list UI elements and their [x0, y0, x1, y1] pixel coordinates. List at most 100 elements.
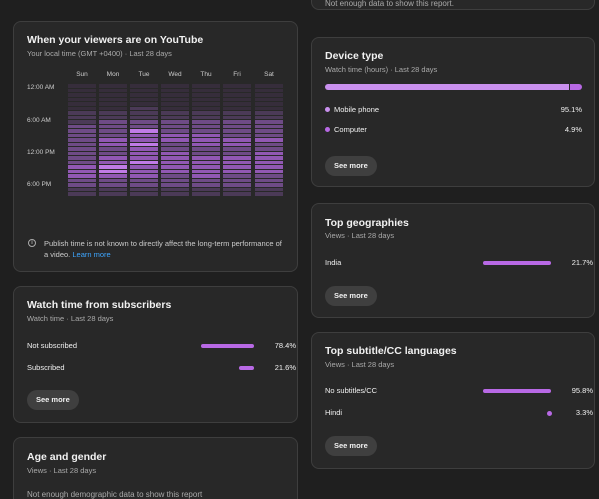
- heatmap-cell[interactable]: [192, 133, 220, 137]
- heatmap-cell[interactable]: [161, 151, 189, 155]
- heatmap-cell[interactable]: [255, 102, 283, 106]
- heatmap-cell[interactable]: [161, 169, 189, 173]
- heatmap-cell[interactable]: [161, 142, 189, 146]
- heatmap-cell[interactable]: [130, 129, 158, 133]
- heatmap-cell[interactable]: [99, 142, 127, 146]
- heatmap-cell[interactable]: [255, 115, 283, 119]
- heatmap-cell[interactable]: [130, 97, 158, 101]
- heatmap-cell[interactable]: [130, 84, 158, 88]
- heatmap-cell[interactable]: [255, 97, 283, 101]
- heatmap-cell[interactable]: [223, 142, 251, 146]
- heatmap-cell[interactable]: [68, 174, 96, 178]
- see-more-button[interactable]: See more: [325, 156, 377, 176]
- heatmap-cell[interactable]: [223, 120, 251, 124]
- heatmap-cell[interactable]: [130, 183, 158, 187]
- heatmap-cell[interactable]: [68, 124, 96, 128]
- heatmap-cell[interactable]: [161, 129, 189, 133]
- heatmap-cell[interactable]: [255, 183, 283, 187]
- heatmap-cell[interactable]: [99, 129, 127, 133]
- heatmap-cell[interactable]: [223, 151, 251, 155]
- heatmap-cell[interactable]: [223, 97, 251, 101]
- heatmap-cell[interactable]: [192, 120, 220, 124]
- heatmap-cell[interactable]: [192, 111, 220, 115]
- heatmap-cell[interactable]: [99, 93, 127, 97]
- heatmap-cell[interactable]: [99, 106, 127, 110]
- heatmap-cell[interactable]: [192, 147, 220, 151]
- heatmap-cell[interactable]: [99, 169, 127, 173]
- heatmap-cell[interactable]: [68, 138, 96, 142]
- device-segment[interactable]: [325, 84, 570, 90]
- heatmap-cell[interactable]: [68, 115, 96, 119]
- heatmap-cell[interactable]: [161, 192, 189, 196]
- heatmap-cell[interactable]: [99, 111, 127, 115]
- heatmap-cell[interactable]: [161, 88, 189, 92]
- heatmap-cell[interactable]: [130, 102, 158, 106]
- heatmap-cell[interactable]: [223, 102, 251, 106]
- heatmap-cell[interactable]: [223, 174, 251, 178]
- heatmap-cell[interactable]: [68, 169, 96, 173]
- see-more-button[interactable]: See more: [325, 286, 377, 306]
- heatmap-cell[interactable]: [68, 178, 96, 182]
- heatmap-cell[interactable]: [255, 142, 283, 146]
- heatmap-cell[interactable]: [99, 102, 127, 106]
- heatmap-cell[interactable]: [68, 187, 96, 191]
- heatmap-cell[interactable]: [99, 115, 127, 119]
- heatmap-cell[interactable]: [223, 138, 251, 142]
- heatmap-cell[interactable]: [255, 156, 283, 160]
- heatmap-cell[interactable]: [223, 115, 251, 119]
- heatmap-cell[interactable]: [255, 178, 283, 182]
- heatmap-cell[interactable]: [99, 174, 127, 178]
- heatmap-cell[interactable]: [255, 151, 283, 155]
- see-more-button[interactable]: See more: [325, 436, 377, 456]
- heatmap-cell[interactable]: [68, 156, 96, 160]
- heatmap-cell[interactable]: [223, 147, 251, 151]
- heatmap-cell[interactable]: [255, 106, 283, 110]
- heatmap-cell[interactable]: [192, 115, 220, 119]
- heatmap-cell[interactable]: [255, 120, 283, 124]
- heatmap-cell[interactable]: [223, 106, 251, 110]
- heatmap-cell[interactable]: [99, 183, 127, 187]
- heatmap-cell[interactable]: [161, 147, 189, 151]
- heatmap-cell[interactable]: [161, 97, 189, 101]
- heatmap-cell[interactable]: [130, 192, 158, 196]
- heatmap-cell[interactable]: [161, 106, 189, 110]
- see-more-button[interactable]: See more: [27, 390, 79, 410]
- heatmap-cell[interactable]: [99, 97, 127, 101]
- heatmap-cell[interactable]: [68, 102, 96, 106]
- heatmap-cell[interactable]: [192, 129, 220, 133]
- heatmap-cell[interactable]: [99, 178, 127, 182]
- heatmap-cell[interactable]: [161, 156, 189, 160]
- heatmap-cell[interactable]: [130, 88, 158, 92]
- heatmap-cell[interactable]: [161, 84, 189, 88]
- heatmap-cell[interactable]: [255, 88, 283, 92]
- heatmap-cell[interactable]: [192, 151, 220, 155]
- heatmap-cell[interactable]: [161, 183, 189, 187]
- heatmap-cell[interactable]: [192, 174, 220, 178]
- heatmap-cell[interactable]: [130, 138, 158, 142]
- heatmap-cell[interactable]: [223, 178, 251, 182]
- heatmap-cell[interactable]: [68, 120, 96, 124]
- heatmap-cell[interactable]: [130, 93, 158, 97]
- heatmap-cell[interactable]: [161, 133, 189, 137]
- heatmap-cell[interactable]: [99, 133, 127, 137]
- heatmap-cell[interactable]: [255, 93, 283, 97]
- heatmap-cell[interactable]: [130, 169, 158, 173]
- heatmap-cell[interactable]: [130, 142, 158, 146]
- heatmap-cell[interactable]: [192, 84, 220, 88]
- heatmap-cell[interactable]: [99, 151, 127, 155]
- heatmap-cell[interactable]: [255, 192, 283, 196]
- heatmap-cell[interactable]: [68, 97, 96, 101]
- heatmap-cell[interactable]: [255, 187, 283, 191]
- heatmap-cell[interactable]: [130, 133, 158, 137]
- heatmap-cell[interactable]: [192, 169, 220, 173]
- heatmap-cell[interactable]: [223, 88, 251, 92]
- heatmap-cell[interactable]: [255, 129, 283, 133]
- heatmap-cell[interactable]: [161, 160, 189, 164]
- heatmap-cell[interactable]: [130, 187, 158, 191]
- heatmap-cell[interactable]: [130, 120, 158, 124]
- heatmap-cell[interactable]: [99, 187, 127, 191]
- heatmap-cell[interactable]: [255, 111, 283, 115]
- heatmap-cell[interactable]: [161, 111, 189, 115]
- heatmap-cell[interactable]: [99, 88, 127, 92]
- heatmap-cell[interactable]: [99, 192, 127, 196]
